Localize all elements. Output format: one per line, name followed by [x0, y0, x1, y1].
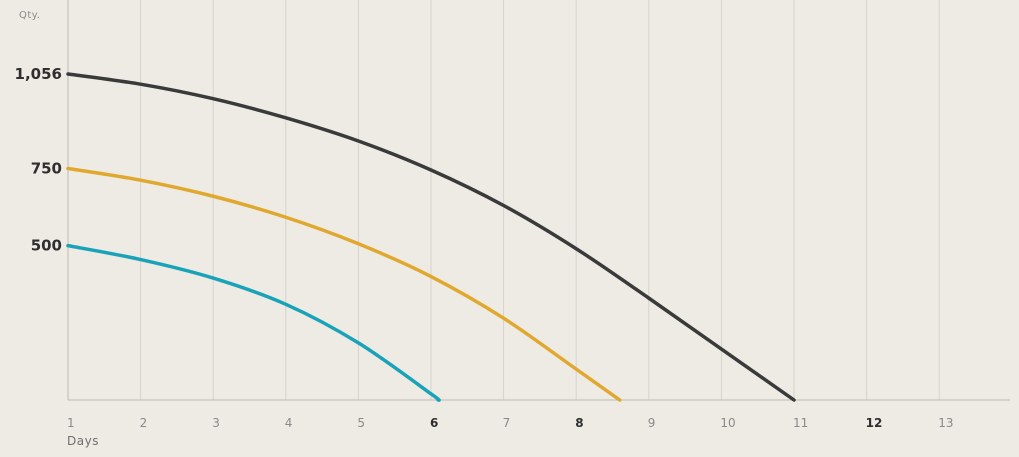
y-tick-label-1056: 1,056 [15, 65, 62, 83]
y-axis-label: Qty. [19, 10, 40, 21]
series-layer [66, 72, 796, 402]
series-line-2 [66, 166, 622, 402]
x-tick-label-12: 12 [866, 416, 883, 430]
x-tick-label-6: 6 [430, 416, 438, 430]
grid-layer [67, 0, 1010, 401]
x-tick-label-10: 10 [720, 416, 735, 430]
x-axis-label: Days [67, 434, 99, 448]
x-tick-label-5: 5 [357, 416, 365, 430]
y-tick-label-750: 750 [31, 159, 62, 177]
x-tick-label-8: 8 [575, 416, 583, 430]
series-line-1 [66, 72, 796, 402]
x-tick-label-4: 4 [285, 416, 293, 430]
x-tick-label-3: 3 [212, 416, 220, 430]
series-line-3 [66, 243, 441, 402]
x-tick-label-11: 11 [793, 416, 808, 430]
x-tick-label-2: 2 [140, 416, 148, 430]
x-tick-label-7: 7 [503, 416, 511, 430]
y-tick-label-500: 500 [31, 237, 62, 255]
x-tick-label-9: 9 [648, 416, 656, 430]
x-tick-label-1: 1 [67, 416, 75, 430]
x-tick-label-13: 13 [938, 416, 953, 430]
